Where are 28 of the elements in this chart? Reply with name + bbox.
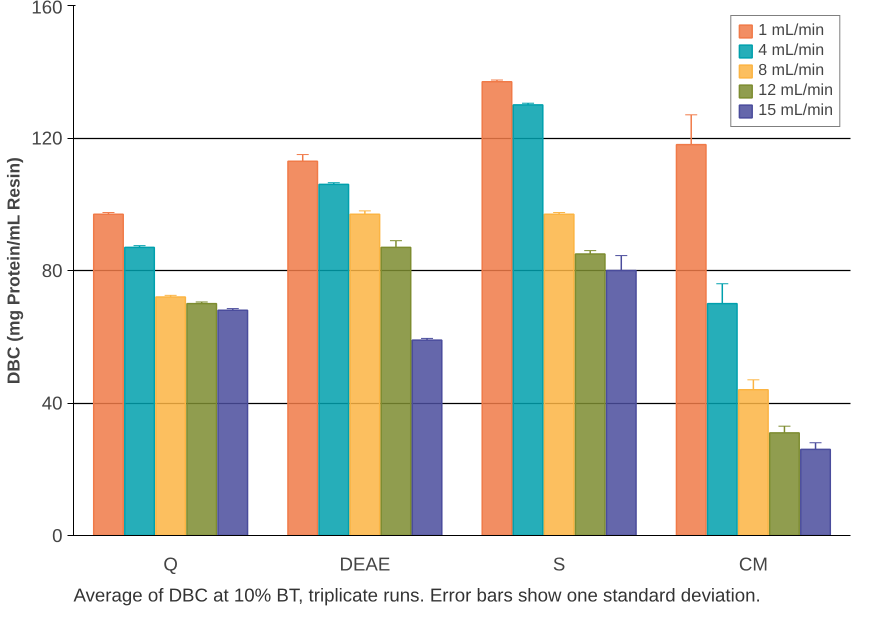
legend-label: 12 mL/min — [758, 82, 833, 100]
y-tick-label: 80 — [42, 260, 63, 281]
bar — [412, 339, 443, 536]
y-tick-label: 120 — [31, 128, 63, 148]
y-tick-label: 0 — [52, 525, 63, 546]
bar — [512, 104, 544, 536]
legend-label: 4 mL/min — [758, 42, 824, 60]
x-tick-label: CM — [738, 554, 768, 574]
bar — [318, 184, 350, 536]
bar — [186, 302, 218, 536]
y-axis-title: DBC (mg Protein/mL Resin) — [3, 157, 24, 384]
x-tick-label: DEAE — [339, 554, 390, 574]
bar — [124, 246, 156, 536]
bar — [544, 213, 575, 536]
legend-label: 1 mL/min — [758, 22, 824, 40]
x-tick-label: Q — [163, 554, 178, 574]
bar — [155, 296, 186, 536]
x-tick-label: S — [552, 554, 566, 574]
bar — [92, 213, 124, 536]
bar — [574, 253, 606, 536]
legend-label: 15 mL/min — [758, 102, 833, 120]
bar — [481, 80, 512, 536]
legend-label: 8 mL/min — [758, 62, 824, 80]
y-tick-label: 160 — [31, 0, 63, 18]
text: Average of DBC at 10% BT, triplicate runs. Error bars show one standard deviation. — [74, 584, 761, 606]
y-tick-label: 40 — [42, 392, 63, 414]
bar — [349, 213, 380, 536]
bar — [217, 310, 248, 536]
